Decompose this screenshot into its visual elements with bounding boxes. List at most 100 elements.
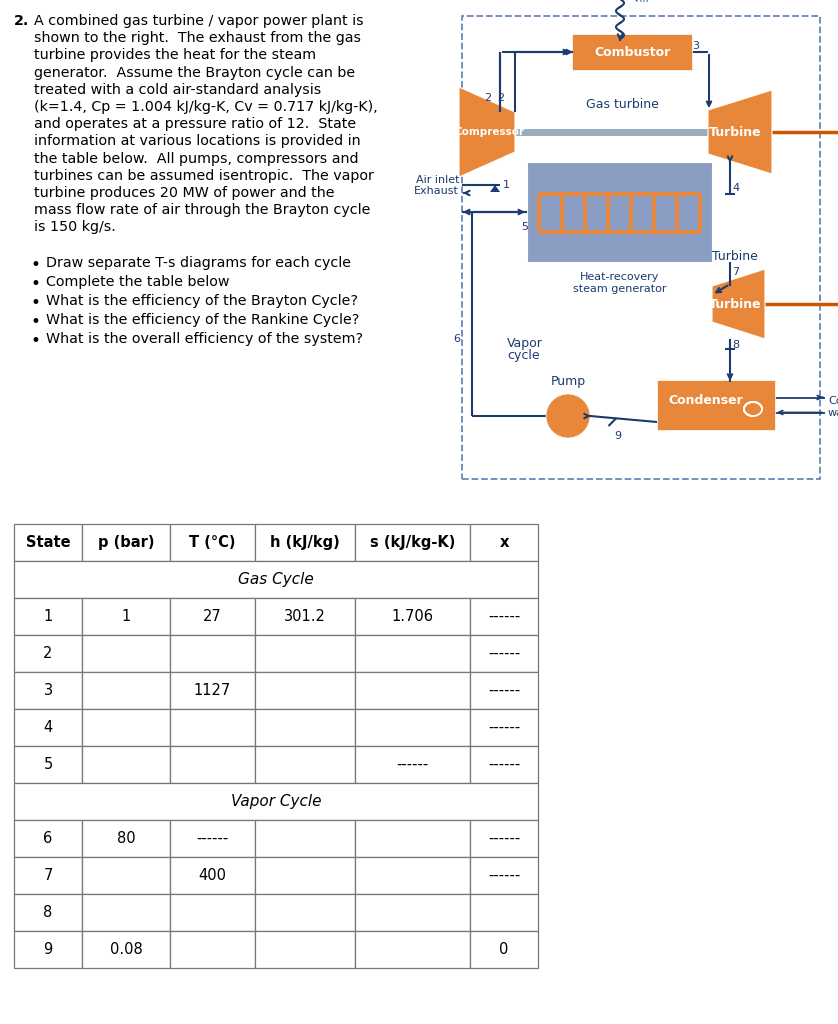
Text: •: • [30, 312, 40, 331]
Text: •: • [30, 274, 40, 293]
Text: 9: 9 [614, 431, 621, 441]
Text: What is the efficiency of the Brayton Cycle?: What is the efficiency of the Brayton Cy… [46, 294, 358, 307]
Text: •: • [30, 294, 40, 311]
Text: 1: 1 [503, 180, 510, 190]
Bar [14, 635, 82, 672]
Text: Gas Cycle: Gas Cycle [238, 572, 314, 587]
Bar [355, 598, 470, 635]
Bar [255, 931, 355, 968]
Text: 1: 1 [122, 609, 131, 624]
Text: turbines can be assumed isentropic.  The vapor: turbines can be assumed isentropic. The … [34, 169, 374, 183]
Text: 7: 7 [44, 868, 53, 883]
Polygon shape [708, 90, 772, 174]
Text: 9: 9 [44, 942, 53, 957]
Bar [255, 598, 355, 635]
Text: 0.08: 0.08 [110, 942, 142, 957]
Bar [82, 820, 170, 857]
Bar [82, 672, 170, 709]
Bar [82, 709, 170, 746]
Bar [527, 162, 712, 262]
Bar [170, 709, 255, 746]
Bar [170, 820, 255, 857]
Bar [470, 598, 538, 635]
Text: •: • [30, 332, 40, 349]
Bar [462, 16, 820, 479]
Polygon shape [459, 87, 515, 177]
Bar [170, 635, 255, 672]
Text: Draw separate T-s diagrams for each cycle: Draw separate T-s diagrams for each cycl… [46, 256, 351, 269]
Text: 80: 80 [116, 831, 135, 846]
Text: Combustor: Combustor [594, 45, 670, 58]
Text: ------: ------ [488, 609, 520, 624]
Text: 1: 1 [44, 609, 53, 624]
Bar [14, 524, 82, 561]
Bar [355, 709, 470, 746]
Bar [170, 524, 255, 561]
Text: 2.: 2. [14, 14, 29, 28]
Text: 1127: 1127 [194, 683, 231, 698]
Text: ------: ------ [196, 831, 229, 846]
Text: information at various locations is provided in: information at various locations is prov… [34, 134, 360, 148]
Bar [355, 894, 470, 931]
Bar [170, 598, 255, 635]
Text: Turbine: Turbine [709, 126, 761, 138]
Text: ------: ------ [396, 757, 428, 772]
Text: State: State [26, 535, 70, 550]
Text: Cooling: Cooling [828, 396, 838, 406]
Text: 8: 8 [732, 340, 740, 350]
Bar [14, 820, 82, 857]
Text: mass flow rate of air through the Brayton cycle: mass flow rate of air through the Brayto… [34, 203, 370, 217]
Text: Turbine: Turbine [709, 298, 761, 310]
Bar [355, 857, 470, 894]
Text: generator.  Assume the Brayton cycle can be: generator. Assume the Brayton cycle can … [34, 66, 355, 80]
Text: turbine provides the heat for the steam: turbine provides the heat for the steam [34, 48, 316, 62]
Bar [14, 709, 82, 746]
Text: (k=1.4, Cp = 1.004 kJ/kg-K, Cv = 0.717 kJ/kg-K),: (k=1.4, Cp = 1.004 kJ/kg-K, Cv = 0.717 k… [34, 100, 378, 114]
Bar [470, 709, 538, 746]
Text: What is the overall efficiency of the system?: What is the overall efficiency of the sy… [46, 332, 363, 346]
Bar [14, 672, 82, 709]
Text: steam generator: steam generator [572, 284, 666, 294]
Text: 27: 27 [203, 609, 222, 624]
Bar [14, 857, 82, 894]
Text: Heat-recovery: Heat-recovery [580, 272, 660, 282]
Text: 5: 5 [44, 757, 53, 772]
Text: Vapor Cycle: Vapor Cycle [230, 794, 321, 809]
Text: 3: 3 [692, 41, 700, 51]
Bar [14, 746, 82, 783]
Text: $\dot{Q}_{in}$: $\dot{Q}_{in}$ [630, 0, 649, 5]
Text: s (kJ/kg-K): s (kJ/kg-K) [370, 535, 455, 550]
Polygon shape [490, 185, 500, 193]
Bar [255, 820, 355, 857]
Text: 301.2: 301.2 [284, 609, 326, 624]
Text: ------: ------ [488, 683, 520, 698]
Text: water: water [828, 408, 838, 418]
Bar [14, 598, 82, 635]
Text: A combined gas turbine / vapor power plant is: A combined gas turbine / vapor power pla… [34, 14, 364, 28]
Text: 5: 5 [521, 222, 529, 232]
Text: 6: 6 [44, 831, 53, 846]
Bar [82, 857, 170, 894]
Bar [255, 857, 355, 894]
Bar [470, 524, 538, 561]
Text: 400: 400 [199, 868, 226, 883]
Text: turbine produces 20 MW of power and the: turbine produces 20 MW of power and the [34, 186, 334, 200]
Bar [255, 524, 355, 561]
Text: Compressor: Compressor [455, 127, 525, 137]
Bar [170, 672, 255, 709]
Bar [255, 709, 355, 746]
Text: ------: ------ [488, 646, 520, 662]
Bar [14, 931, 82, 968]
Text: 2: 2 [44, 646, 53, 662]
Bar [170, 894, 255, 931]
Text: 4: 4 [732, 183, 740, 193]
Text: Turbine: Turbine [712, 251, 758, 263]
Bar [82, 746, 170, 783]
Text: ------: ------ [488, 720, 520, 735]
Bar [355, 524, 470, 561]
Text: ------: ------ [488, 868, 520, 883]
Bar [470, 746, 538, 783]
Text: 2: 2 [498, 93, 504, 103]
Text: cycle: cycle [507, 349, 540, 362]
Text: 3: 3 [44, 683, 53, 698]
